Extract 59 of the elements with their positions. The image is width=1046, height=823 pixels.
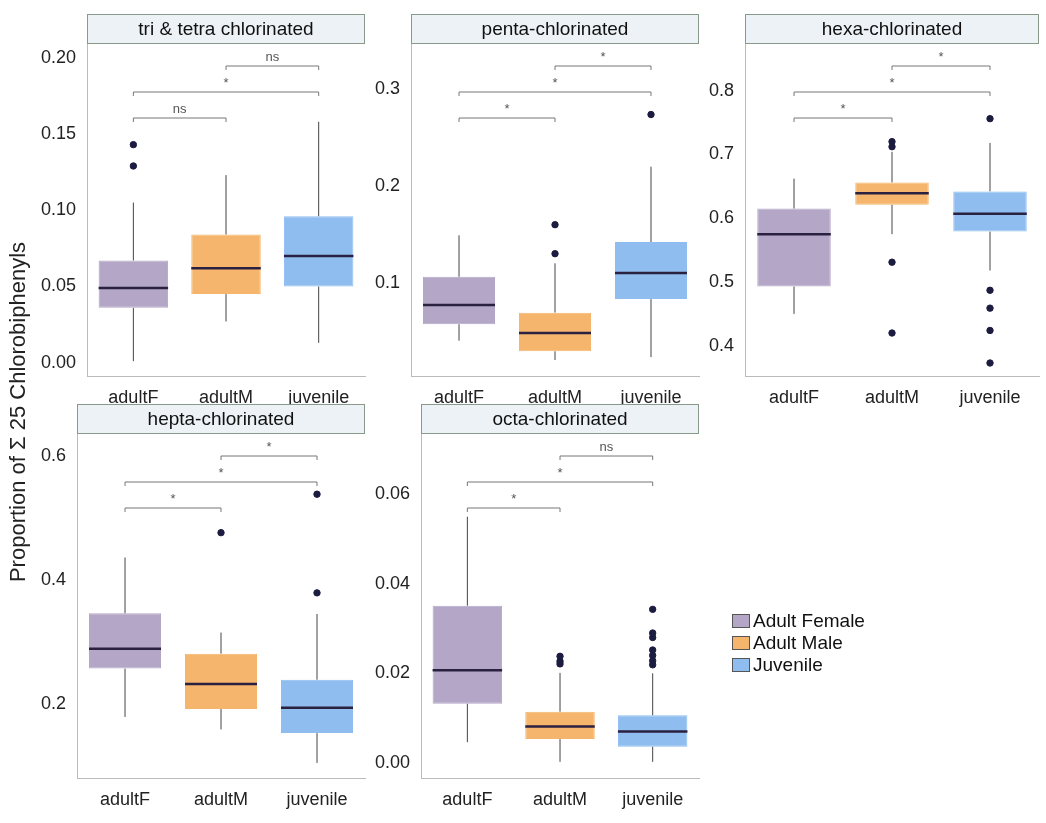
x-tick-label: juvenile <box>287 387 350 408</box>
x-tick-label: adultF <box>434 387 485 408</box>
chart-title: hexa-chlorinated <box>745 14 1039 44</box>
y-tick-label: 0.06 <box>374 483 411 504</box>
y-tick-label: 0.6 <box>708 207 735 228</box>
x-tick-label: juvenile <box>958 387 1021 408</box>
annotation: ns <box>599 439 614 455</box>
y-tick-label: 0.10 <box>40 199 77 220</box>
annotation: * <box>511 491 517 507</box>
x-tick-label: juvenile <box>285 789 348 810</box>
annotation: * <box>889 75 895 91</box>
annotation: * <box>223 75 229 91</box>
y-tick-label: 0.5 <box>708 270 735 291</box>
chart-title: octa-chlorinated <box>492 408 628 429</box>
chart-title: tri & tetra chlorinated <box>87 14 365 44</box>
y-tick-label: 0.8 <box>708 79 735 100</box>
y-tick-label: 0.15 <box>40 122 77 143</box>
x-tick-label: adultM <box>528 387 583 408</box>
annotation: * <box>600 49 606 65</box>
x-tick-label: adultF <box>442 789 493 810</box>
x-tick-label: juvenile <box>619 387 682 408</box>
y-tick-label: 0.04 <box>374 572 411 593</box>
annotation: * <box>266 439 272 455</box>
annotation: ns <box>172 101 188 117</box>
x-tick-label: adultM <box>194 789 249 810</box>
chart-title: hepta-chlorinated <box>147 408 295 429</box>
y-tick-label: 0.2 <box>40 692 67 713</box>
y-tick-label: 0.1 <box>374 271 401 292</box>
x-tick-label: adultF <box>100 789 151 810</box>
y-tick-label: 0.05 <box>40 275 77 296</box>
y-tick-label: 0.7 <box>708 143 735 164</box>
y-tick-label: 0.2 <box>374 175 401 196</box>
x-tick-label: adultF <box>769 387 820 408</box>
legend-label: Adult Male <box>753 632 843 654</box>
y-tick-label: 0.20 <box>40 46 77 67</box>
annotation: * <box>557 465 563 481</box>
x-tick-label: adultF <box>108 387 159 408</box>
x-tick-label: juvenile <box>621 789 684 810</box>
annotation: * <box>170 491 176 507</box>
y-tick-label: 0.00 <box>374 751 411 772</box>
y-tick-label: 0.00 <box>40 351 77 372</box>
y-tick-label: 0.4 <box>708 334 735 355</box>
y-tick-label: 0.6 <box>40 444 67 465</box>
y-tick-label: 0.02 <box>374 662 411 683</box>
y-axis-title: Proportion of Σ 25 Chlorobiphenyls <box>5 241 32 583</box>
x-tick-label: adultM <box>533 789 588 810</box>
annotation: * <box>504 101 510 117</box>
annotation: * <box>938 49 944 65</box>
annotation: ns <box>265 49 280 65</box>
chart-title: penta-chlorinated <box>411 14 699 44</box>
y-tick-label: 0.3 <box>374 78 401 99</box>
y-tick-label: 0.4 <box>40 568 67 589</box>
legend-label: Juvenile <box>753 654 823 676</box>
annotation: * <box>840 101 846 117</box>
x-tick-label: adultM <box>199 387 254 408</box>
x-tick-label: adultM <box>865 387 920 408</box>
annotation: * <box>218 465 224 481</box>
legend-label: Adult Female <box>753 610 865 632</box>
annotation: * <box>552 75 558 91</box>
